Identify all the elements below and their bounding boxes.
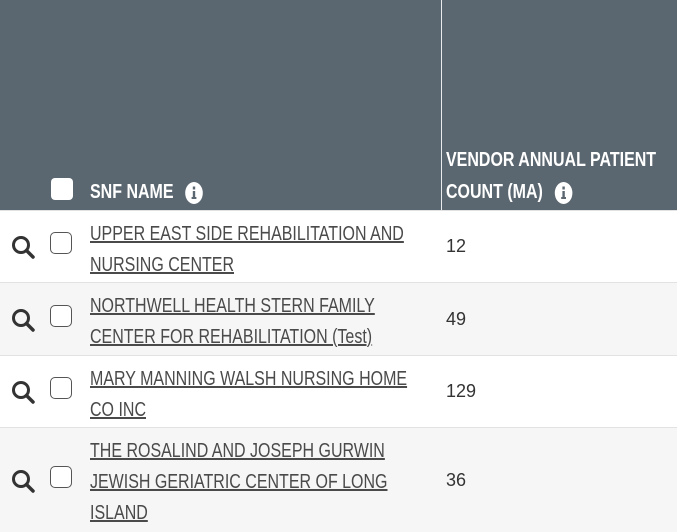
header-cell[interactable]: SNF NAME <box>90 176 206 208</box>
view-button[interactable] <box>11 469 37 500</box>
info-icon[interactable] <box>552 181 574 205</box>
table-header: SNF NAME VENDOR ANNUAL PATIENT COUNT (MA… <box>0 0 677 210</box>
select-all-checkbox[interactable] <box>51 178 73 200</box>
view-button[interactable] <box>11 308 37 339</box>
row-checkbox[interactable] <box>50 232 72 254</box>
patient-count: 129 <box>446 381 477 401</box>
table-row: MARY MANNING WALSH NURSING HOME CO INC 12… <box>0 355 677 428</box>
row-checkbox[interactable] <box>50 465 72 488</box>
header-cell[interactable]: VENDOR ANNUAL PATIENT COUNT (MA) <box>446 144 677 208</box>
patient-count: 49 <box>446 308 467 329</box>
row-checkbox[interactable] <box>50 304 72 327</box>
header-text: VENDOR ANNUAL PATIENT COUNT (MA) <box>446 149 657 203</box>
view-button[interactable] <box>11 380 37 411</box>
column-divider <box>441 0 442 210</box>
info-icon[interactable] <box>183 181 205 205</box>
facility-link[interactable]: UPPER EAST SIDE REHABILITATION AND NURSI… <box>90 223 404 276</box>
facility-link[interactable]: THE ROSALIND AND JOSEPH GURWIN JEWISH GE… <box>90 440 388 524</box>
facility-link[interactable]: NORTHWELL HEALTH STERN FAMILY CENTER FOR… <box>90 295 375 348</box>
patient-count: 12 <box>446 236 467 256</box>
patient-count: 36 <box>446 469 467 490</box>
table-row: THE ROSALIND AND JOSEPH GURWIN JEWISH GE… <box>0 427 677 532</box>
table-row: UPPER EAST SIDE REHABILITATION AND NURSI… <box>0 210 677 283</box>
row-checkbox[interactable] <box>50 377 72 399</box>
table-row: NORTHWELL HEALTH STERN FAMILY CENTER FOR… <box>0 282 677 356</box>
header-text: SNF NAME <box>90 181 174 203</box>
view-button[interactable] <box>11 235 37 266</box>
facility-link[interactable]: MARY MANNING WALSH NURSING HOME CO INC <box>90 368 408 421</box>
